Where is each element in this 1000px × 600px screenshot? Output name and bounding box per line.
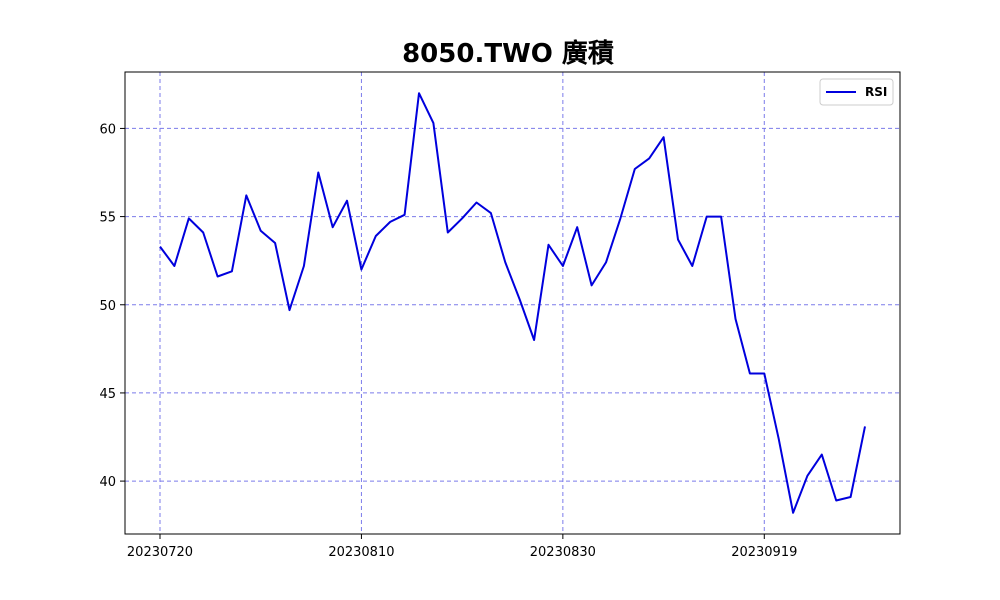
y-tick-label: 40 (99, 475, 116, 490)
tick-marks (120, 127, 765, 539)
legend-label-rsi: RSI (865, 85, 887, 99)
x-tick-label: 20230919 (731, 545, 797, 560)
x-axis-tick-labels: 20230720 20230810 20230830 20230919 (127, 545, 797, 560)
x-tick-label: 20230810 (328, 545, 394, 560)
y-tick-label: 55 (99, 211, 116, 226)
y-axis-tick-labels: 40 45 50 55 60 (99, 122, 116, 490)
series-layer (159, 92, 866, 514)
x-tick-label: 20230830 (530, 545, 596, 560)
y-tick-label: 50 (99, 299, 116, 314)
plot-background (125, 72, 900, 534)
plot-frame (124, 71, 901, 535)
chart-title: 8050.TWO 廣積 (402, 39, 614, 69)
series-line-rsi (159, 92, 866, 514)
y-tick-label: 60 (99, 122, 116, 137)
y-tick-label: 45 (99, 387, 116, 402)
x-tick-label: 20230720 (127, 545, 193, 560)
legend: RSI (819, 78, 894, 106)
legend-box (819, 78, 894, 106)
